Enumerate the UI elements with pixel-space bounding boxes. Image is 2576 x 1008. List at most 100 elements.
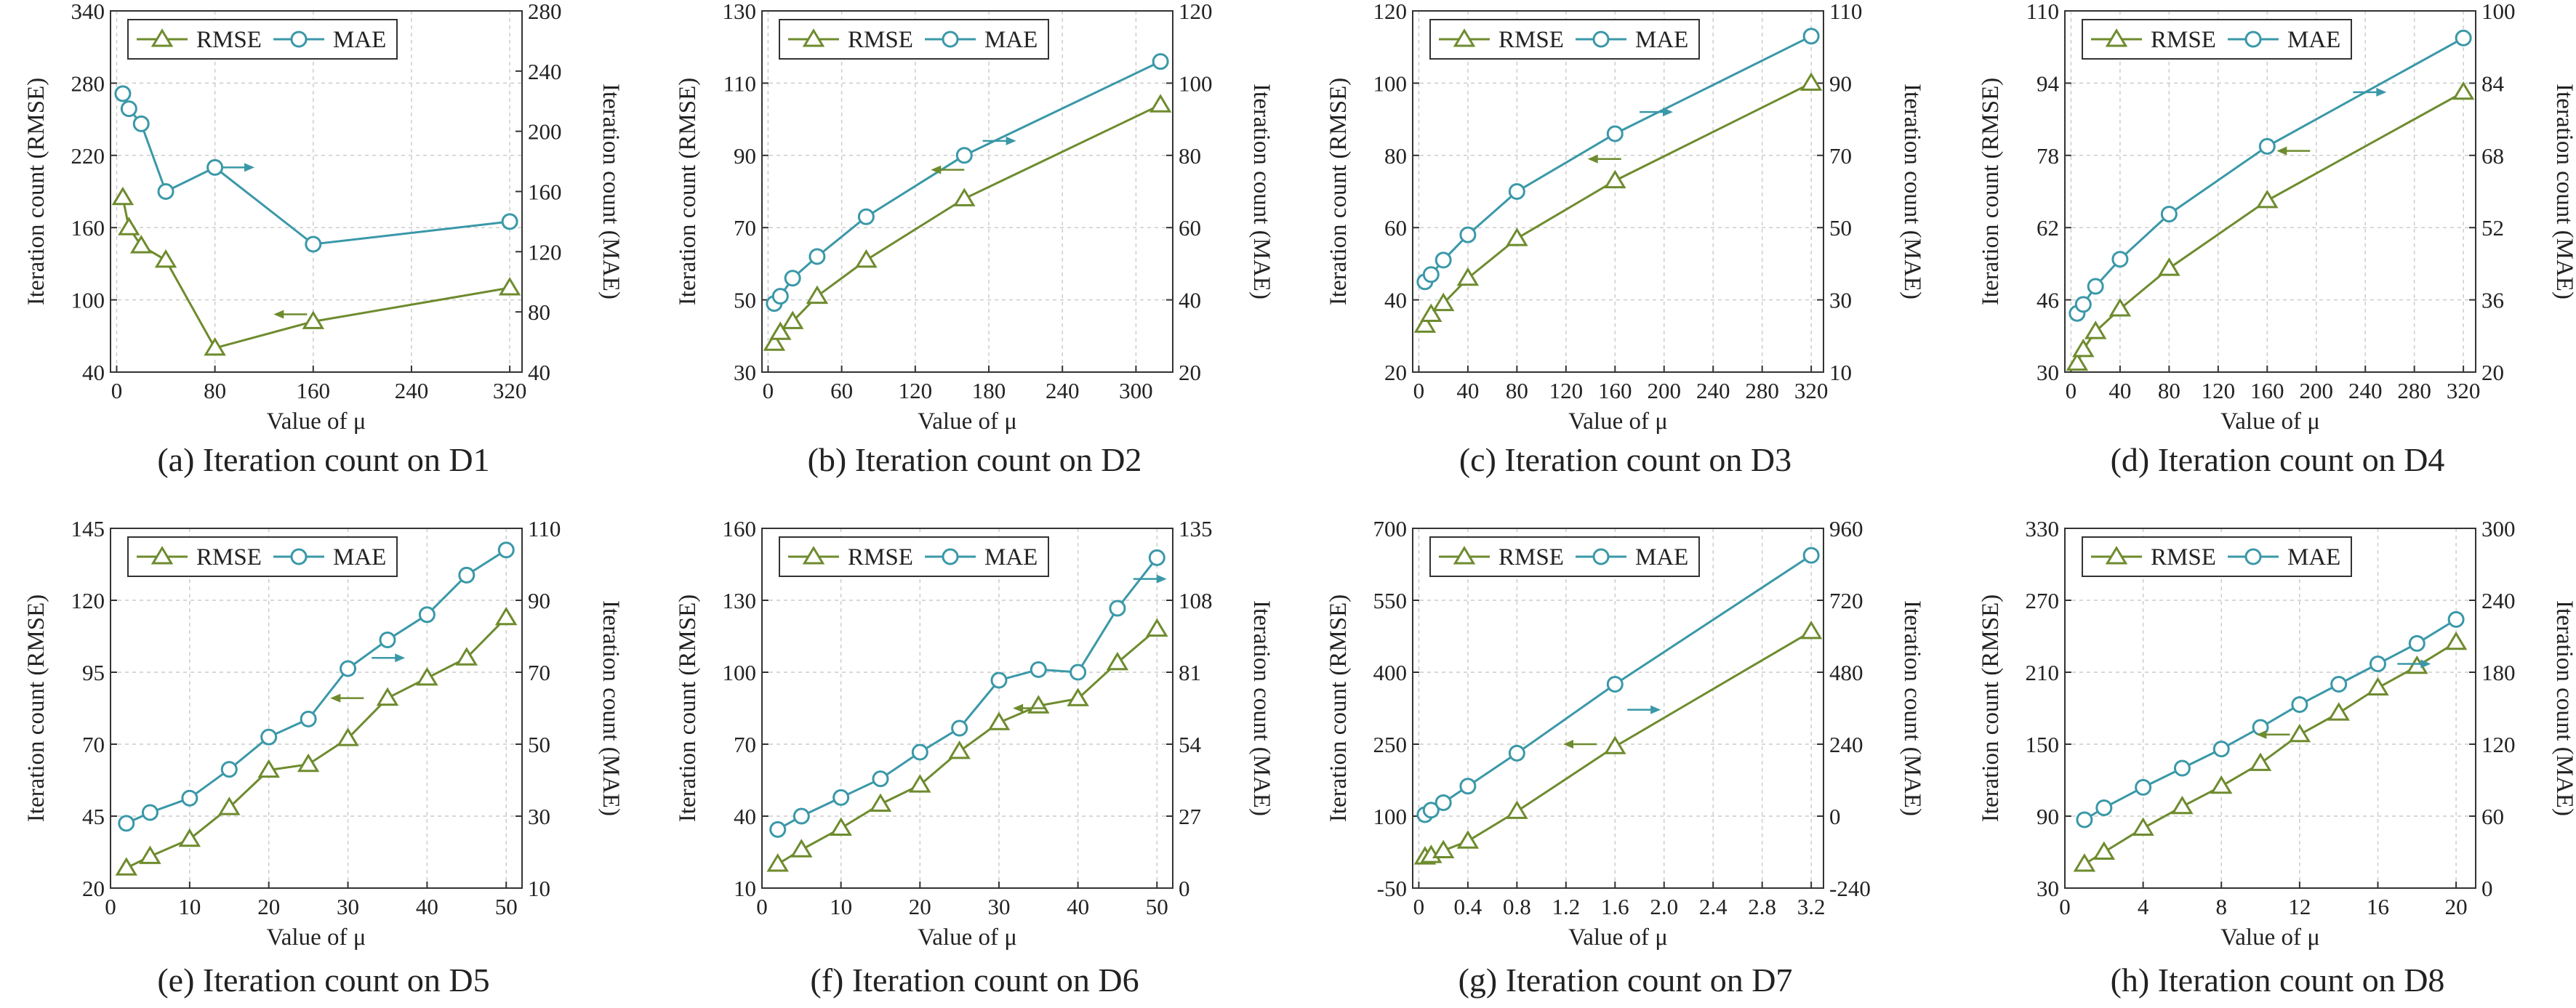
legend-marker-rmse <box>2105 28 2128 47</box>
rmse-marker <box>2249 752 2272 771</box>
plot-frame <box>110 528 523 889</box>
y-left-tick-label: 80 <box>1384 143 1407 169</box>
x-tick-label: 50 <box>1146 894 1168 919</box>
mae-marker <box>157 183 174 200</box>
y-right-axis-label: Iteration count (MAE) <box>1248 600 1275 816</box>
mae-marker <box>1148 549 1165 566</box>
mae-marker <box>2455 29 2472 47</box>
y-right-tick-label: 180 <box>2481 660 2516 685</box>
grid <box>762 528 1173 888</box>
grid <box>1413 11 1823 372</box>
mae-marker <box>2369 655 2386 672</box>
rmse-marker <box>204 336 226 356</box>
legend-marker-rmse <box>802 546 825 565</box>
legend-marker-mae <box>1592 548 1610 565</box>
y-left-tick-label: 30 <box>2037 360 2059 385</box>
legend: RMSE MAE <box>2082 536 2352 577</box>
y-right-tick-label: 110 <box>1829 0 1862 24</box>
y-right-tick-label: 240 <box>2481 588 2516 613</box>
axis-arrow-mae <box>1640 108 1674 117</box>
y-right-tick-label: 27 <box>1179 804 1201 829</box>
y-left-tick-label: 280 <box>71 70 105 96</box>
mae-marker <box>181 789 198 807</box>
x-tick-label: 120 <box>1549 378 1584 403</box>
y-left-tick-label: 60 <box>1384 215 1407 241</box>
mae-marker <box>911 743 928 761</box>
rmse-marker <box>2327 702 2350 721</box>
x-tick-label: 80 <box>204 378 226 403</box>
panel-caption: (f) Iteration count on D6 <box>810 961 1139 999</box>
rmse-marker <box>1799 620 1823 640</box>
mae-marker <box>1435 251 1452 269</box>
legend: RMSE MAE <box>1429 19 1700 60</box>
legend-label-mae: MAE <box>2287 27 2340 53</box>
legend-label-rmse: RMSE <box>1498 27 1564 53</box>
y-left-tick-label: 70 <box>82 732 105 757</box>
y-right-tick-label: 20 <box>2481 360 2504 385</box>
series-rmse <box>111 186 521 356</box>
rmse-marker <box>830 817 852 836</box>
y-left-axis-label: Iteration count (RMSE) <box>1325 78 1352 305</box>
legend-label-rmse: RMSE <box>1498 544 1564 570</box>
y-left-tick-label: 150 <box>2026 732 2060 757</box>
legend-label-rmse: RMSE <box>196 544 262 570</box>
series-line-mae <box>126 549 507 825</box>
chart-panels: 0 80 160 240 3204010016022028034040801201602… <box>23 0 2576 999</box>
chart-panel-1: 0 80 160 240 3204010016022028034040801201602… <box>23 0 624 478</box>
y-right-axis-label: Iteration count (MAE) <box>1899 84 1925 299</box>
y-right-tick-label: 960 <box>1829 516 1863 541</box>
y-right-tick-label: 80 <box>1179 143 1201 169</box>
rmse-marker <box>2158 257 2180 276</box>
mae-marker <box>2291 696 2308 714</box>
mae-marker <box>1070 664 1087 681</box>
legend-box <box>779 19 1049 60</box>
x-tick-label: 10 <box>178 894 201 919</box>
mae-marker <box>1508 183 1525 200</box>
x-tick-label: 40 <box>1456 378 1479 403</box>
x-tick-label: 50 <box>495 894 518 919</box>
mae-marker <box>2408 634 2425 652</box>
mae-marker <box>2173 759 2191 777</box>
y-left-tick-label: 110 <box>2026 0 2059 24</box>
mae-marker <box>771 288 789 305</box>
rmse-marker <box>790 839 813 858</box>
y-left-tick-label: 400 <box>1373 660 1408 685</box>
legend-label-rmse: RMSE <box>2151 27 2216 53</box>
y-left-tick-label: 110 <box>723 70 756 96</box>
rmse-marker <box>2210 775 2233 794</box>
x-tick-label: 4 <box>2138 894 2149 919</box>
rmse-marker <box>139 845 161 864</box>
arrow-head <box>2256 730 2267 739</box>
legend-marker-rmse <box>2105 546 2128 565</box>
y-right-tick-label: 50 <box>528 732 550 757</box>
rmse-marker <box>1604 735 1626 754</box>
rmse-marker <box>1456 267 1480 286</box>
mae-marker <box>784 270 801 287</box>
y-left-tick-label: 220 <box>71 143 105 169</box>
x-tick-label: 160 <box>297 378 331 403</box>
mae-marker <box>2087 278 2104 295</box>
y-left-tick-label: 40 <box>734 804 756 829</box>
mae-marker <box>1152 53 1169 70</box>
mae-marker <box>832 789 850 806</box>
x-tick-label: 320 <box>493 378 527 403</box>
mae-marker <box>1422 802 1440 819</box>
rmse-marker <box>129 235 153 254</box>
mae-marker <box>2258 137 2276 155</box>
y-left-tick-label: 550 <box>1373 588 1408 613</box>
x-tick-label: 240 <box>2348 378 2383 403</box>
x-tick-label: 2.8 <box>1748 894 1776 919</box>
series-mae <box>766 53 1169 313</box>
y-right-tick-label: 52 <box>2481 215 2504 241</box>
rmse-marker <box>763 332 786 351</box>
mae-marker <box>379 631 396 648</box>
rmse-marker <box>1067 688 1089 706</box>
arrow-head <box>931 165 942 174</box>
x-tick-label: 160 <box>2250 378 2284 403</box>
rmse-marker <box>2066 352 2089 371</box>
x-tick-label: 80 <box>2158 378 2180 403</box>
y-left-tick-label: 78 <box>2037 143 2059 169</box>
y-left-axis-label: Iteration count (RMSE) <box>675 78 701 305</box>
y-left-axis-label: Iteration count (RMSE) <box>1978 78 2004 305</box>
y-left-tick-label: 130 <box>723 0 757 24</box>
